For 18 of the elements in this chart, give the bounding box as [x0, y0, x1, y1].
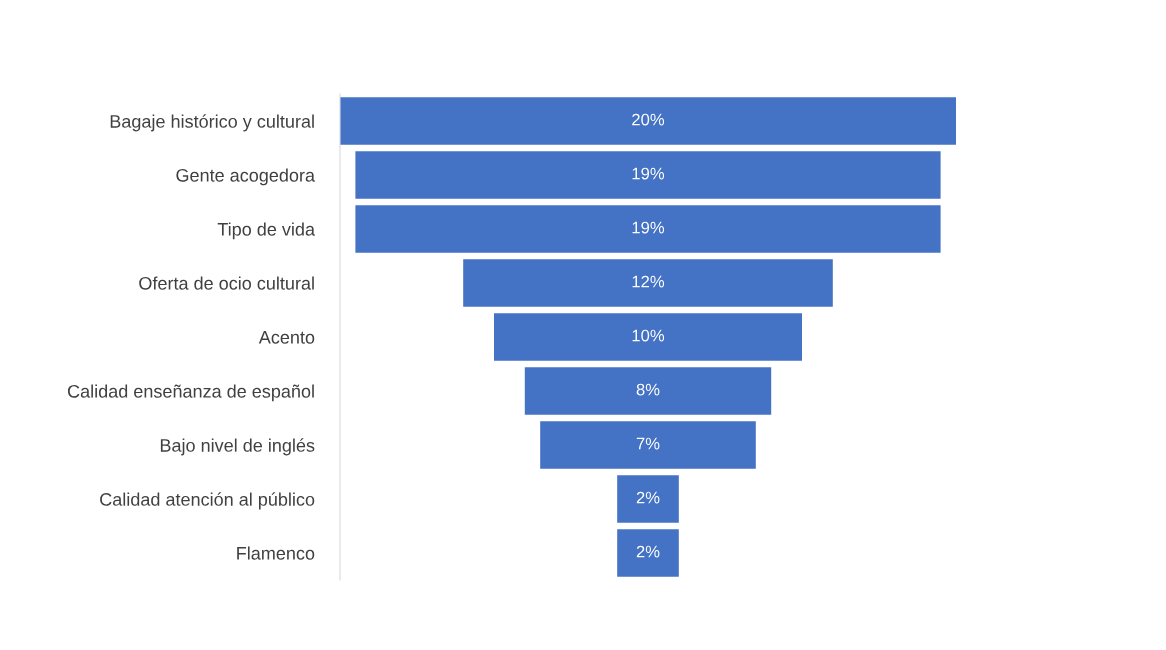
data-label: 2%: [636, 491, 660, 504]
data-label: 2%: [636, 545, 660, 558]
data-label: 8%: [636, 383, 660, 396]
category-label: Calidad enseñanza de español: [67, 384, 314, 402]
category-label: Calidad atención al público: [100, 492, 315, 510]
category-label: Gente acogedora: [176, 168, 316, 186]
category-label: Bajo nivel de inglés: [160, 438, 315, 456]
category-label: Flamenco: [237, 546, 315, 560]
category-label: Oferta de ocio cultural: [139, 276, 314, 290]
category-label: Tipo de vida: [217, 222, 316, 240]
data-label: 20%: [632, 113, 665, 126]
category-label: Acento: [258, 331, 315, 344]
data-label: 12%: [632, 275, 665, 288]
data-label: 10%: [632, 329, 665, 342]
data-label: 7%: [636, 437, 660, 450]
category-label: Bagaje histórico y cultural: [110, 114, 314, 132]
data-label: 19%: [632, 221, 665, 234]
data-label: 19%: [632, 167, 665, 180]
